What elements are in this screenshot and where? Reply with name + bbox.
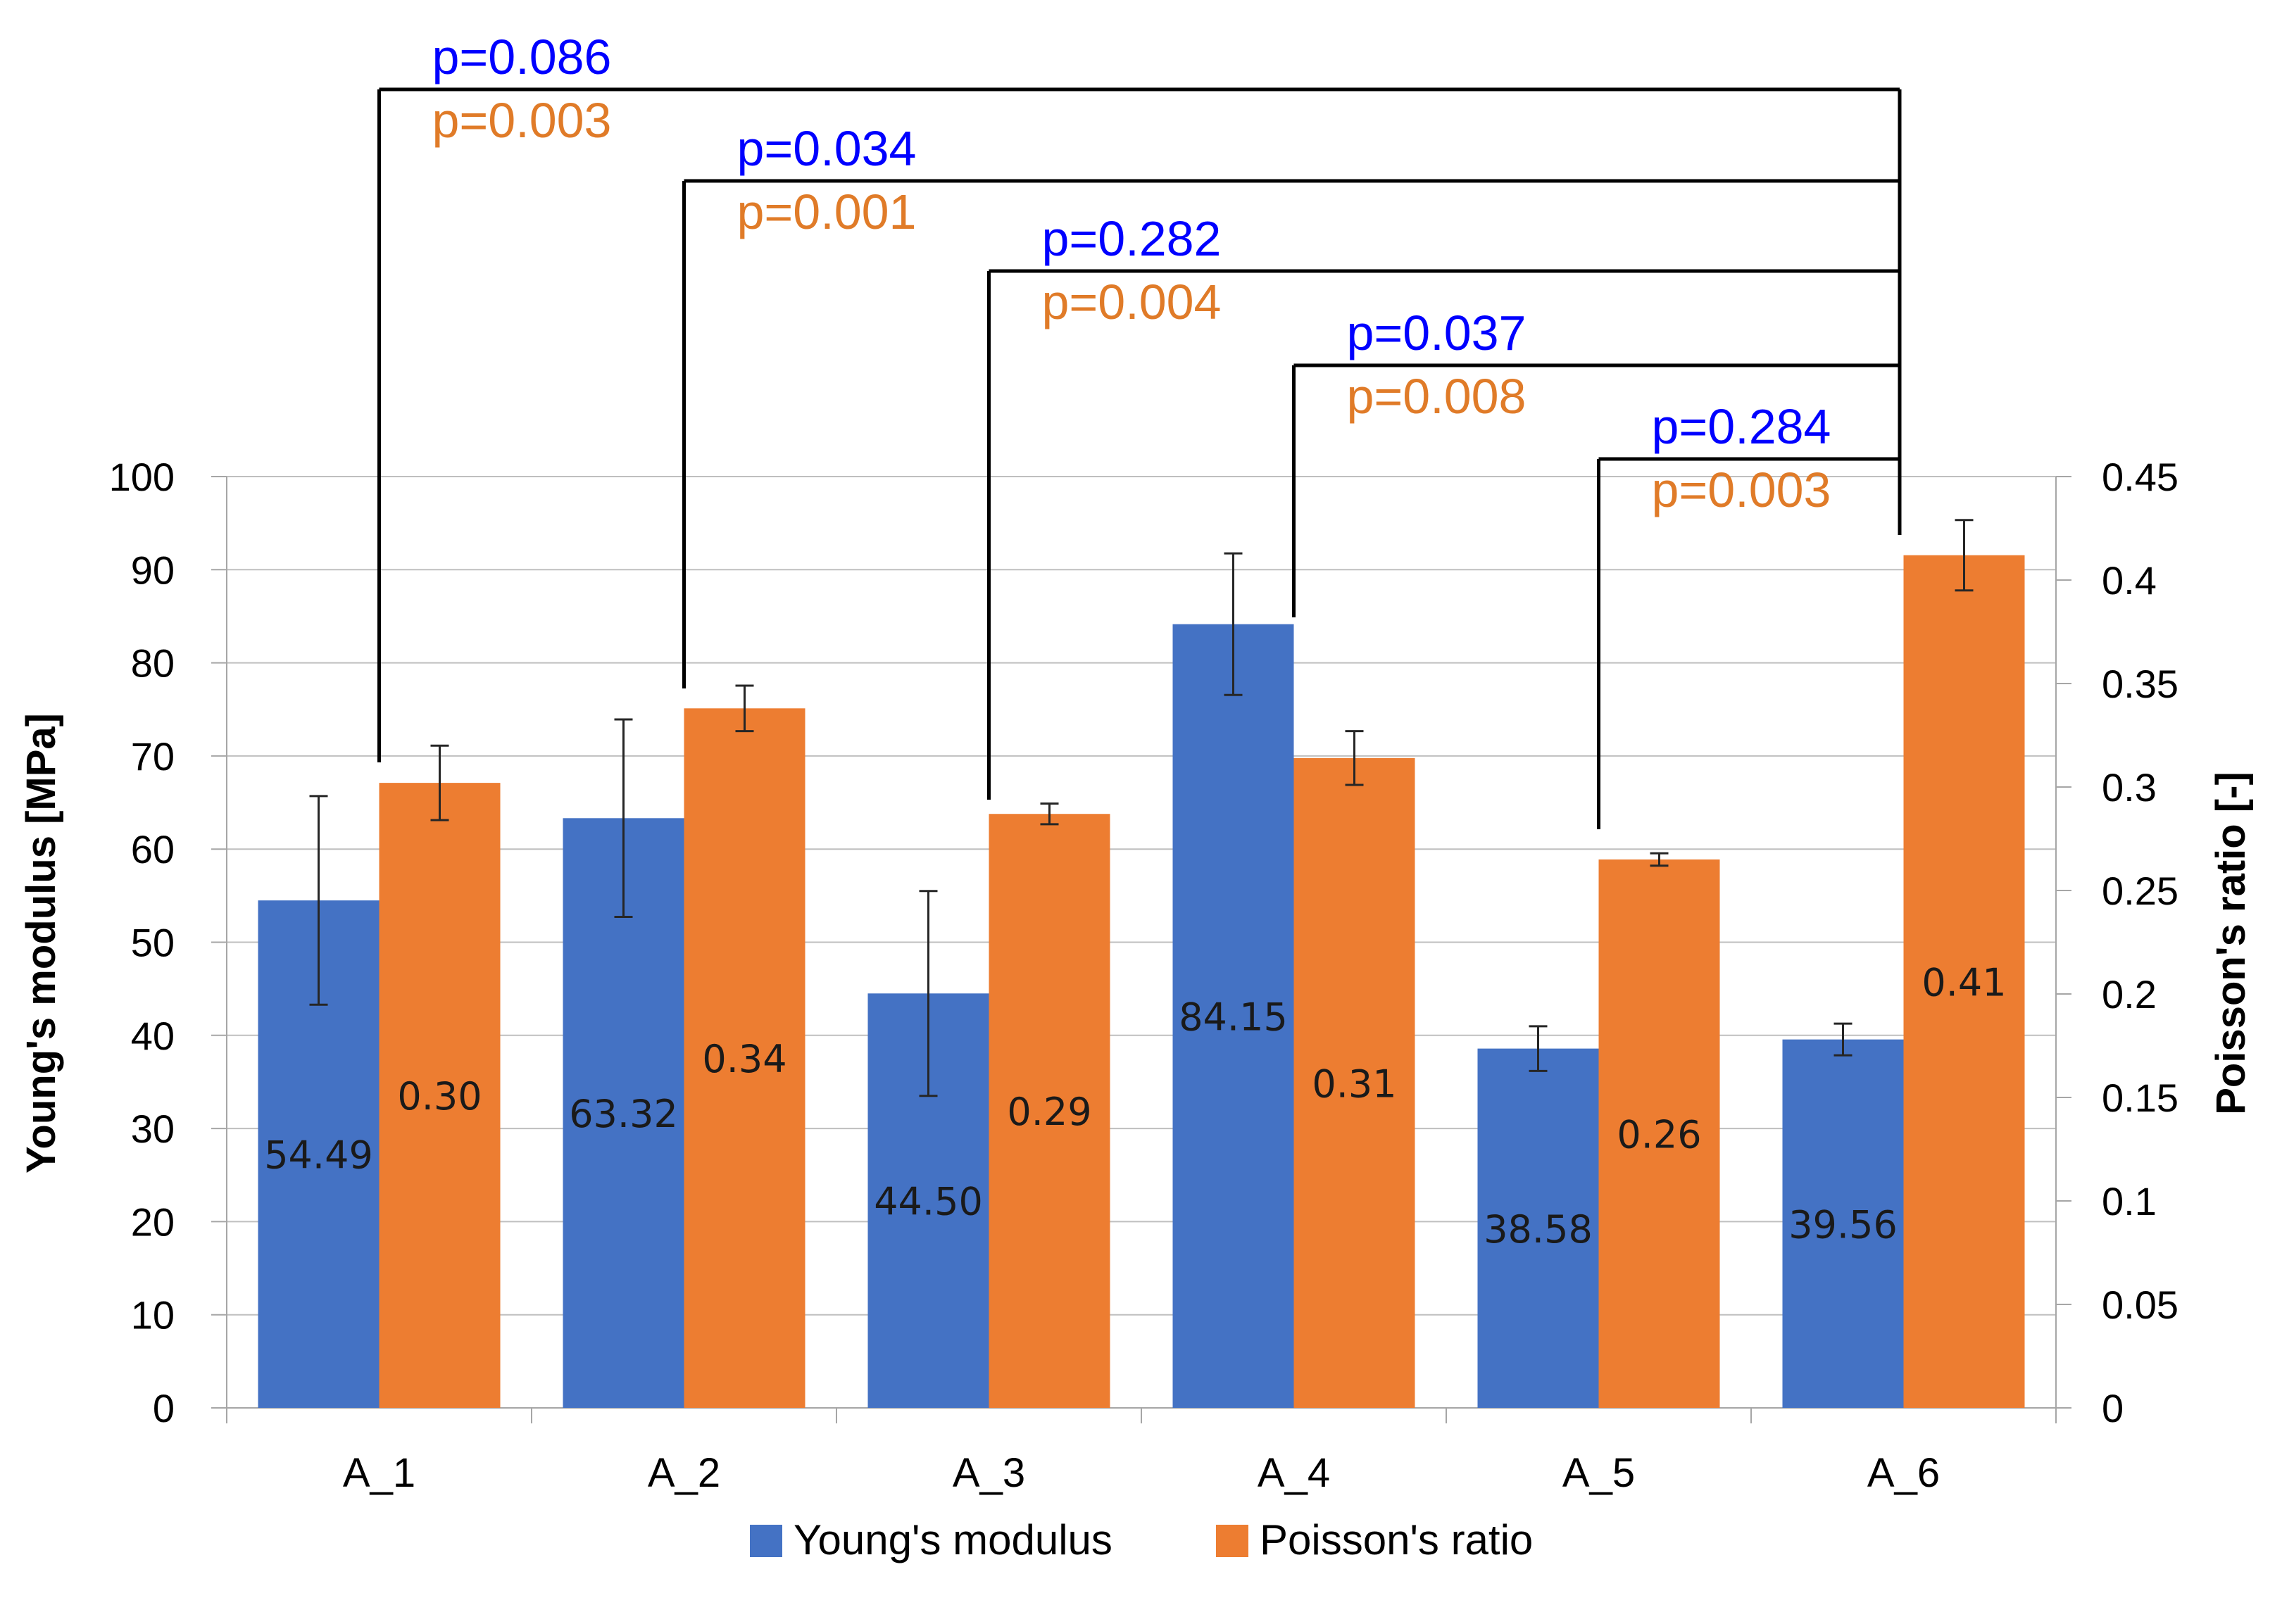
y2-tick-label: 0.1 <box>2102 1179 2157 1223</box>
x-tick-label: A_5 <box>1562 1450 1635 1496</box>
y2-tick-label: 0 <box>2102 1386 2124 1430</box>
data-label-poisson: 0.30 <box>397 1074 482 1119</box>
p-value-youngs: p=0.034 <box>737 121 917 176</box>
p-value-poisson: p=0.008 <box>1347 369 1526 424</box>
bar-poissons-ratio <box>379 783 501 1408</box>
x-tick-label: A_2 <box>648 1450 720 1496</box>
bar-youngs-modulus <box>1782 1039 1904 1408</box>
y-tick-label: 0 <box>153 1386 175 1430</box>
y-tick-label: 50 <box>131 921 175 965</box>
data-label-youngs: 54.49 <box>264 1133 373 1178</box>
data-label-youngs: 84.15 <box>1179 995 1288 1039</box>
data-label-youngs: 44.50 <box>874 1180 983 1224</box>
legend-swatch-youngs <box>750 1525 782 1557</box>
data-labels: 54.49 0.30 63.32 0.34 44.50 0.29 84.15 0.31 38.5… <box>264 960 2006 1251</box>
y2-tick-label: 0.05 <box>2102 1283 2178 1327</box>
bar-poissons-ratio <box>989 814 1110 1408</box>
y-tick-label: 70 <box>131 734 175 779</box>
legend: Young's modulus Poisson's ratio <box>750 1516 1533 1563</box>
p-value-poisson: p=0.001 <box>737 184 917 239</box>
y-tick-label: 10 <box>131 1293 175 1337</box>
data-label-poisson: 0.31 <box>1312 1062 1396 1106</box>
data-label-youngs: 39.56 <box>1788 1202 1898 1247</box>
y-tick-label: 90 <box>131 548 175 592</box>
x-tick-label: A_6 <box>1867 1450 1940 1496</box>
p-value-youngs: p=0.037 <box>1347 306 1526 360</box>
y-tick-label: 20 <box>131 1200 175 1244</box>
legend-label-youngs: Young's modulus <box>794 1516 1112 1563</box>
y-tick-label: 100 <box>109 455 175 499</box>
significance-brackets: p=0.086 p=0.003 p=0.034 p=0.001 p=0.282 p=0.0… <box>377 30 1902 829</box>
bar-poissons-ratio <box>684 708 805 1408</box>
bar-youngs-modulus <box>1172 624 1294 1408</box>
y2-tick-label: 0.4 <box>2102 558 2157 603</box>
tick-labels: 0 10 20 30 40 50 60 70 80 90 100 0 0.05 0.1 0.15 0.2 0.2… <box>109 455 2178 1496</box>
p-value-poisson: p=0.004 <box>1042 275 1222 329</box>
data-label-poisson: 0.34 <box>702 1037 786 1081</box>
y2-tick-label: 0.3 <box>2102 765 2157 810</box>
bars <box>258 555 2025 1408</box>
bar-poissons-ratio <box>1903 555 2025 1408</box>
legend-label-poisson: Poisson's ratio <box>1260 1516 1533 1563</box>
y2-tick-label: 0.15 <box>2102 1076 2178 1120</box>
bar-poissons-ratio <box>1598 859 1720 1408</box>
y2-tick-label: 0.2 <box>2102 972 2157 1016</box>
data-label-youngs: 63.32 <box>569 1092 678 1136</box>
bar-youngs-modulus <box>1477 1048 1599 1408</box>
y-tick-label: 80 <box>131 641 175 686</box>
p-value-youngs: p=0.282 <box>1042 211 1222 266</box>
axes <box>211 476 2071 1423</box>
y2-axis-title: Poisson's ratio [-] <box>2208 772 2254 1115</box>
p-value-poisson: p=0.003 <box>1652 462 1831 517</box>
x-tick-label: A_3 <box>953 1450 1025 1496</box>
p-value-poisson: p=0.003 <box>432 93 612 148</box>
y2-tick-label: 0.25 <box>2102 869 2178 913</box>
error-bars <box>309 519 1974 1097</box>
x-tick-label: A_1 <box>343 1450 415 1496</box>
y-tick-label: 60 <box>131 827 175 871</box>
y2-tick-label: 0.45 <box>2102 455 2178 499</box>
y-tick-label: 40 <box>131 1014 175 1058</box>
data-label-poisson: 0.26 <box>1617 1112 1701 1157</box>
y2-tick-label: 0.35 <box>2102 662 2178 706</box>
legend-swatch-poisson <box>1216 1525 1248 1557</box>
data-label-poisson: 0.41 <box>1921 960 2006 1005</box>
p-value-youngs: p=0.086 <box>432 30 612 84</box>
gridlines <box>227 476 2056 1316</box>
y-tick-label: 30 <box>131 1107 175 1151</box>
data-label-youngs: 38.58 <box>1484 1207 1593 1252</box>
x-tick-label: A_4 <box>1258 1450 1330 1496</box>
bar-poissons-ratio <box>1293 757 1415 1408</box>
p-value-youngs: p=0.284 <box>1652 399 1831 454</box>
data-label-poisson: 0.29 <box>1007 1090 1091 1134</box>
y-axis-title: Young's modulus [MPa] <box>18 713 64 1173</box>
